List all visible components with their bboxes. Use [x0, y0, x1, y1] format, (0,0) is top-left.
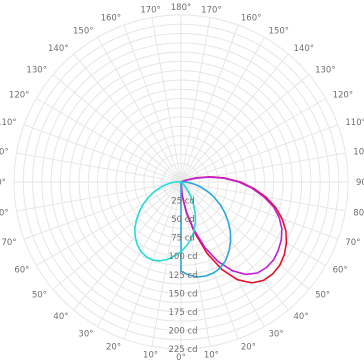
- radial-tick-label: 150 cd: [169, 289, 198, 299]
- grid-spoke: [73, 181, 182, 311]
- radial-tick-label: 125 cd: [169, 271, 198, 281]
- angle-tick-label: 180°: [171, 3, 191, 13]
- radial-tick-label: 25 cd: [171, 197, 195, 207]
- polar-grid: [13, 14, 349, 350]
- grid-spoke: [97, 181, 182, 327]
- angle-tick-label: 60°: [14, 266, 29, 276]
- series-curve-3: [180, 181, 232, 278]
- grid-spoke: [16, 152, 182, 183]
- angle-tick-label: 90°: [0, 178, 6, 188]
- angle-tick-label: 80°: [353, 208, 364, 218]
- angle-tick-label: 80°: [0, 208, 9, 218]
- angle-tick-label: 30°: [269, 330, 284, 340]
- angle-tick-label: 40°: [53, 312, 68, 322]
- grid-spoke: [180, 181, 289, 311]
- angle-tick-label: 40°: [294, 312, 309, 322]
- angle-tick-label: 30°: [78, 330, 93, 340]
- grid-spoke: [23, 124, 182, 183]
- grid-spoke: [180, 181, 239, 340]
- grid-spoke: [180, 181, 265, 327]
- grid-spoke: [180, 24, 239, 183]
- grid-spoke: [180, 37, 265, 183]
- radial-tick-label: 100 cd: [169, 252, 198, 262]
- angle-tick-label: 0°: [176, 353, 186, 360]
- angle-tick-label: 160°: [241, 14, 261, 24]
- angle-tick-label: 130°: [315, 66, 335, 76]
- angle-tick-label: 90°: [356, 178, 364, 188]
- angle-tick-label: 20°: [106, 342, 121, 352]
- angle-tick-label: 160°: [101, 14, 121, 24]
- angle-tick-label: 60°: [333, 266, 348, 276]
- radial-tick-label: 50 cd: [171, 215, 195, 225]
- grid-spoke: [52, 74, 182, 183]
- angle-tick-label: 100°: [0, 148, 9, 158]
- angle-tick-label: 140°: [48, 44, 68, 54]
- angle-tick-label: 110°: [0, 118, 17, 128]
- grid-spoke: [180, 181, 310, 290]
- grid-spoke: [36, 181, 182, 266]
- radial-tick-label: 75 cd: [171, 234, 195, 244]
- grid-spoke: [151, 17, 182, 183]
- grid-spoke: [180, 74, 310, 183]
- angle-tick-label: 170°: [140, 6, 160, 16]
- radial-tick-label: 200 cd: [169, 326, 198, 336]
- angle-tick-label: 120°: [333, 91, 353, 101]
- angle-tick-label: 130°: [26, 66, 46, 76]
- grid-spoke: [180, 98, 326, 183]
- angle-tick-label: 70°: [2, 238, 17, 248]
- series-curve-2: [180, 176, 283, 276]
- series-curve-4: [134, 181, 197, 262]
- angle-tick-labels: 0° 10° 20° 30° 40° 50° 60° 70° 80° 90° 100° 110° 120…: [0, 3, 364, 360]
- grid-spoke: [180, 17, 211, 183]
- grid-spoke: [180, 53, 289, 183]
- angle-tick-label: 70°: [345, 238, 360, 248]
- intensity-curves: [134, 176, 288, 284]
- angle-tick-label: 120°: [9, 91, 29, 101]
- angle-tick-label: 150°: [73, 26, 93, 36]
- grid-spoke: [180, 124, 339, 183]
- grid-spoke: [36, 98, 182, 183]
- grid-spoke: [180, 181, 326, 266]
- radial-tick-label: 175 cd: [169, 308, 198, 318]
- angle-tick-label: 150°: [269, 26, 289, 36]
- grid-spoke: [16, 181, 182, 212]
- grid-spoke: [151, 181, 182, 347]
- angle-tick-label: 10°: [204, 350, 219, 360]
- angle-tick-label: 50°: [32, 291, 47, 301]
- angle-tick-label: 20°: [241, 342, 256, 352]
- angle-tick-label: 170°: [201, 6, 221, 16]
- grid-spoke: [97, 37, 182, 183]
- angle-tick-label: 50°: [315, 291, 330, 301]
- angle-tick-label: 110°: [345, 118, 364, 128]
- angle-tick-label: 140°: [294, 44, 314, 54]
- grid-spoke: [52, 181, 182, 290]
- grid-spoke: [123, 24, 182, 183]
- angle-tick-label: 100°: [353, 148, 364, 158]
- radial-tick-labels: 25 cd 50 cd 75 cd 100 cd 125 cd 150 cd 175 cd 2…: [169, 197, 198, 355]
- grid-spoke: [73, 53, 182, 183]
- radial-tick-label: 225 cd: [169, 345, 198, 355]
- angle-tick-label: 10°: [143, 350, 158, 360]
